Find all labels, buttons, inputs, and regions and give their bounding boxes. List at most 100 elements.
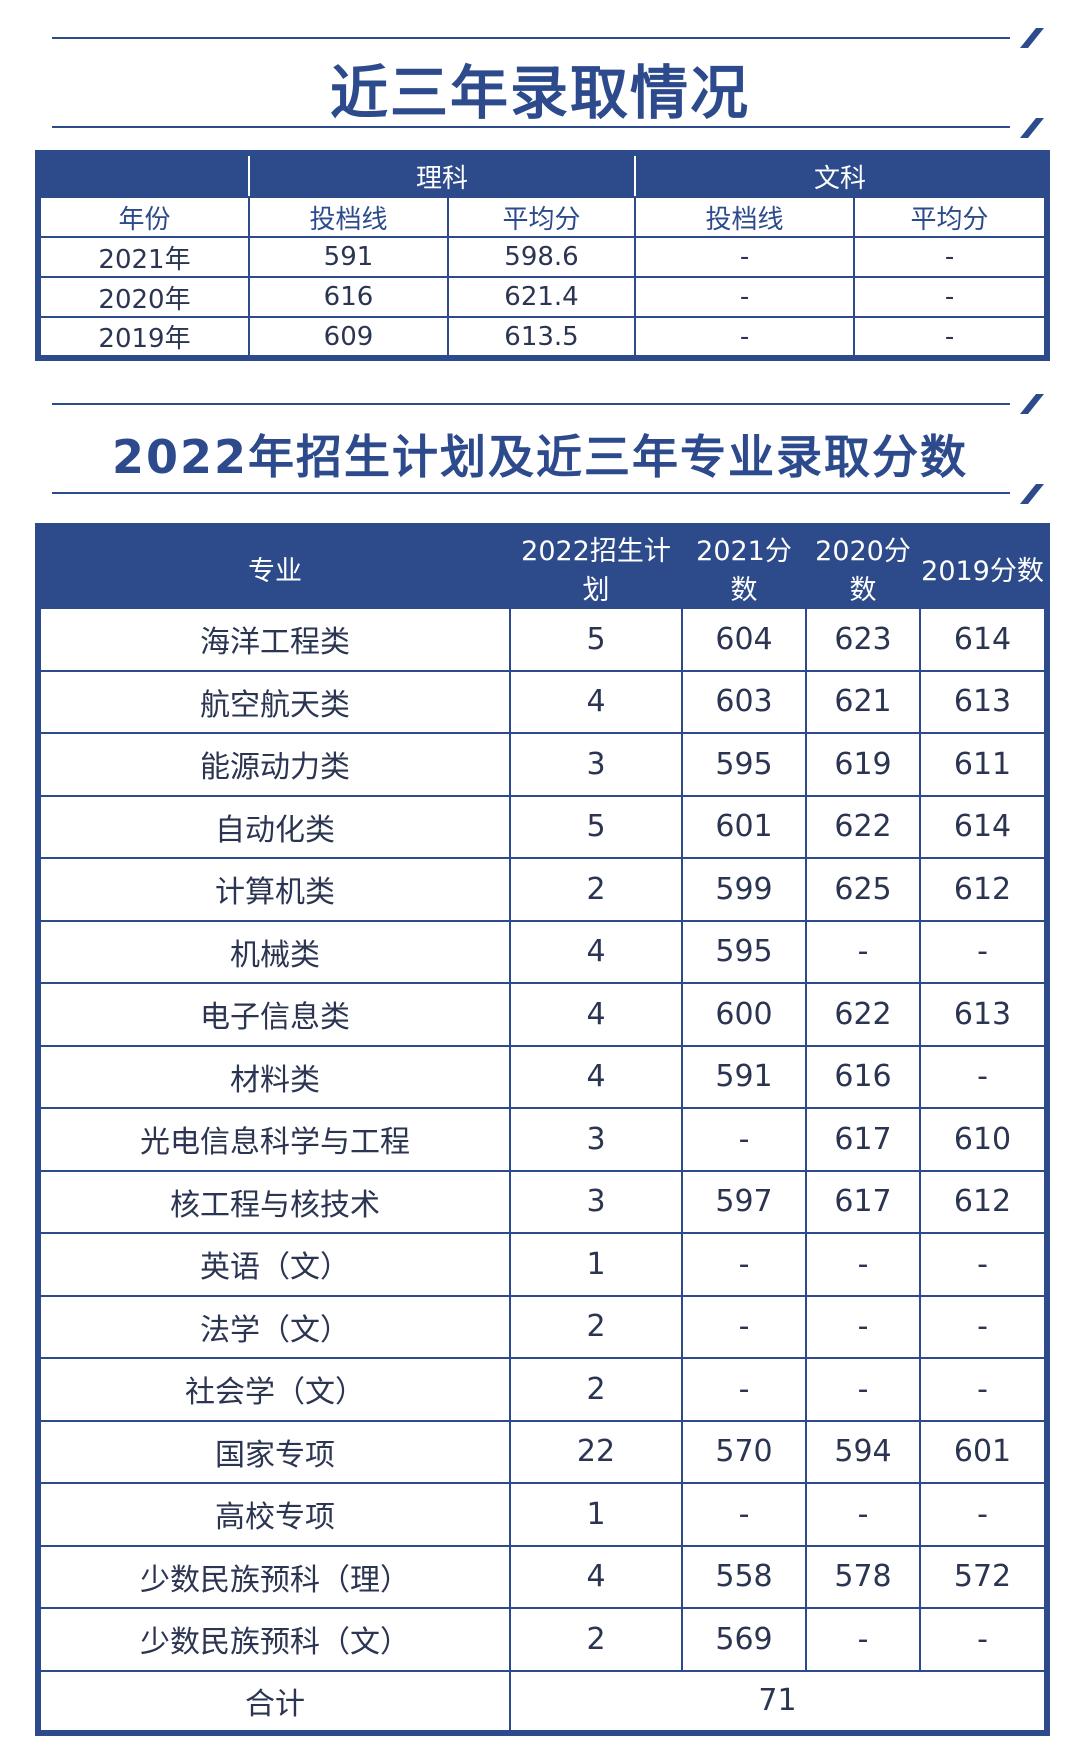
table-cell: 612 xyxy=(919,1169,1048,1234)
table-cell: 22 xyxy=(509,1419,683,1484)
table-row: 海洋工程类 5 604 623 614 xyxy=(37,607,1048,672)
table-cell: - xyxy=(805,1482,921,1547)
table-cell: 2 xyxy=(509,1294,683,1359)
table-row: 自动化类 5 601 622 614 xyxy=(37,794,1048,859)
table-cell: 4 xyxy=(509,669,683,734)
total-label: 合计 xyxy=(37,1669,511,1734)
table-cell: 614 xyxy=(919,794,1048,859)
table-cell: 3 xyxy=(509,1169,683,1234)
table-cell: 4 xyxy=(509,919,683,984)
table-cell: 法学（文） xyxy=(37,1294,511,1359)
column-header: 年份 xyxy=(37,196,250,238)
table-cell: 2021年 xyxy=(37,236,250,278)
table-cell: 高校专项 xyxy=(37,1482,511,1547)
table-cell: 材料类 xyxy=(37,1044,511,1109)
table-row: 能源动力类 3 595 619 611 xyxy=(37,732,1048,797)
section-title: 近三年录取情况 xyxy=(329,59,750,127)
table-cell: 600 xyxy=(681,982,807,1047)
table-cell: 5 xyxy=(509,794,683,859)
table-cell: 5 xyxy=(509,607,683,672)
table-cell: 2 xyxy=(509,857,683,922)
table-cell: 613.5 xyxy=(446,316,637,359)
header-decoration xyxy=(52,394,1044,504)
table-cell: - xyxy=(919,1357,1048,1422)
table-row: 机械类 4 595- - xyxy=(37,919,1048,984)
table-cell: - xyxy=(805,919,921,984)
table-cell: 623 xyxy=(805,607,921,672)
table-cell: 613 xyxy=(919,982,1048,1047)
table-cell: 612 xyxy=(919,857,1048,922)
column-header: 投档线 xyxy=(634,196,856,238)
table-cell: 621 xyxy=(805,669,921,734)
table-cell: - xyxy=(681,1232,807,1297)
table-cell: 558 xyxy=(681,1544,807,1609)
group-header: 理科 xyxy=(247,152,637,198)
table-cell: 622 xyxy=(805,982,921,1047)
table-cell: 617 xyxy=(805,1169,921,1234)
table-cell: - xyxy=(681,1294,807,1359)
table-cell: 社会学（文） xyxy=(37,1357,511,1422)
table-cell: 621.4 xyxy=(446,276,637,318)
header-row: 年份 投档线 平均分 投档线 平均分 xyxy=(37,196,1049,238)
table-cell: 616 xyxy=(248,276,449,318)
table-cell: 569 xyxy=(681,1607,807,1672)
table-cell: - xyxy=(853,276,1049,318)
header-cell xyxy=(37,152,250,198)
table-cell: 599 xyxy=(681,857,807,922)
column-header: 2019分数 xyxy=(919,525,1048,609)
table-cell: 622 xyxy=(805,794,921,859)
section-title: 2022年招生计划及近三年专业录取分数 xyxy=(111,430,969,484)
header-decoration xyxy=(52,28,1044,138)
column-header: 2020分数 xyxy=(805,525,921,609)
table-cell: - xyxy=(919,1232,1048,1297)
table-cell: - xyxy=(805,1607,921,1672)
table-row: 材料类 4 591 616- xyxy=(37,1044,1048,1109)
table-cell: 616 xyxy=(805,1044,921,1109)
table-cell: 2 xyxy=(509,1607,683,1672)
table-cell: - xyxy=(919,1607,1048,1672)
table-cell: 光电信息科学与工程 xyxy=(37,1107,511,1172)
table-cell: - xyxy=(805,1232,921,1297)
column-header: 投档线 xyxy=(248,196,449,238)
table-cell: 英语（文） xyxy=(37,1232,511,1297)
table-cell: 4 xyxy=(509,1544,683,1609)
table-cell: - xyxy=(681,1357,807,1422)
table-cell: 570 xyxy=(681,1419,807,1484)
table-cell: - xyxy=(634,316,856,359)
table-cell: 609 xyxy=(248,316,449,359)
table-cell: 计算机类 xyxy=(37,857,511,922)
table-cell: 578 xyxy=(805,1544,921,1609)
table-cell: 少数民族预科（文） xyxy=(37,1607,511,1672)
table-cell: 能源动力类 xyxy=(37,732,511,797)
table-cell: 少数民族预科（理） xyxy=(37,1544,511,1609)
table-row: 国家专项 22 570 594 601 xyxy=(37,1419,1048,1484)
admission-table: 理科 文科 年份 投档线 平均分 投档线 平均分 2021年 591 598.6- -2020年 61… xyxy=(35,150,1051,361)
table-cell: 4 xyxy=(509,982,683,1047)
table-cell: - xyxy=(919,1482,1048,1547)
table-cell: 601 xyxy=(681,794,807,859)
table-cell: 572 xyxy=(919,1544,1048,1609)
table-row: 计算机类 2 599 625 612 xyxy=(37,857,1048,922)
table-row: 2019年 609 613.5- - xyxy=(37,316,1049,359)
table-row: 2021年 591 598.6- - xyxy=(37,236,1049,278)
table-cell: 610 xyxy=(919,1107,1048,1172)
table-cell: - xyxy=(681,1482,807,1547)
table-cell: 594 xyxy=(805,1419,921,1484)
table-cell: - xyxy=(634,236,856,278)
table-cell: 2 xyxy=(509,1357,683,1422)
table-cell: 598.6 xyxy=(446,236,637,278)
table-row: 法学（文） 2- - - xyxy=(37,1294,1048,1359)
table-cell: 611 xyxy=(919,732,1048,797)
total-row: 合计 71 xyxy=(37,1669,1048,1734)
table-cell: 625 xyxy=(805,857,921,922)
table-row: 社会学（文） 2- - - xyxy=(37,1357,1048,1422)
table-cell: 601 xyxy=(919,1419,1048,1484)
table-cell: - xyxy=(805,1294,921,1359)
table-cell: 591 xyxy=(681,1044,807,1109)
table-cell: - xyxy=(805,1357,921,1422)
table-row: 2020年 616 621.4- - xyxy=(37,276,1049,318)
table-cell: 1 xyxy=(509,1482,683,1547)
table-row: 核工程与核技术 3 597 617 612 xyxy=(37,1169,1048,1234)
column-header: 平均分 xyxy=(446,196,637,238)
